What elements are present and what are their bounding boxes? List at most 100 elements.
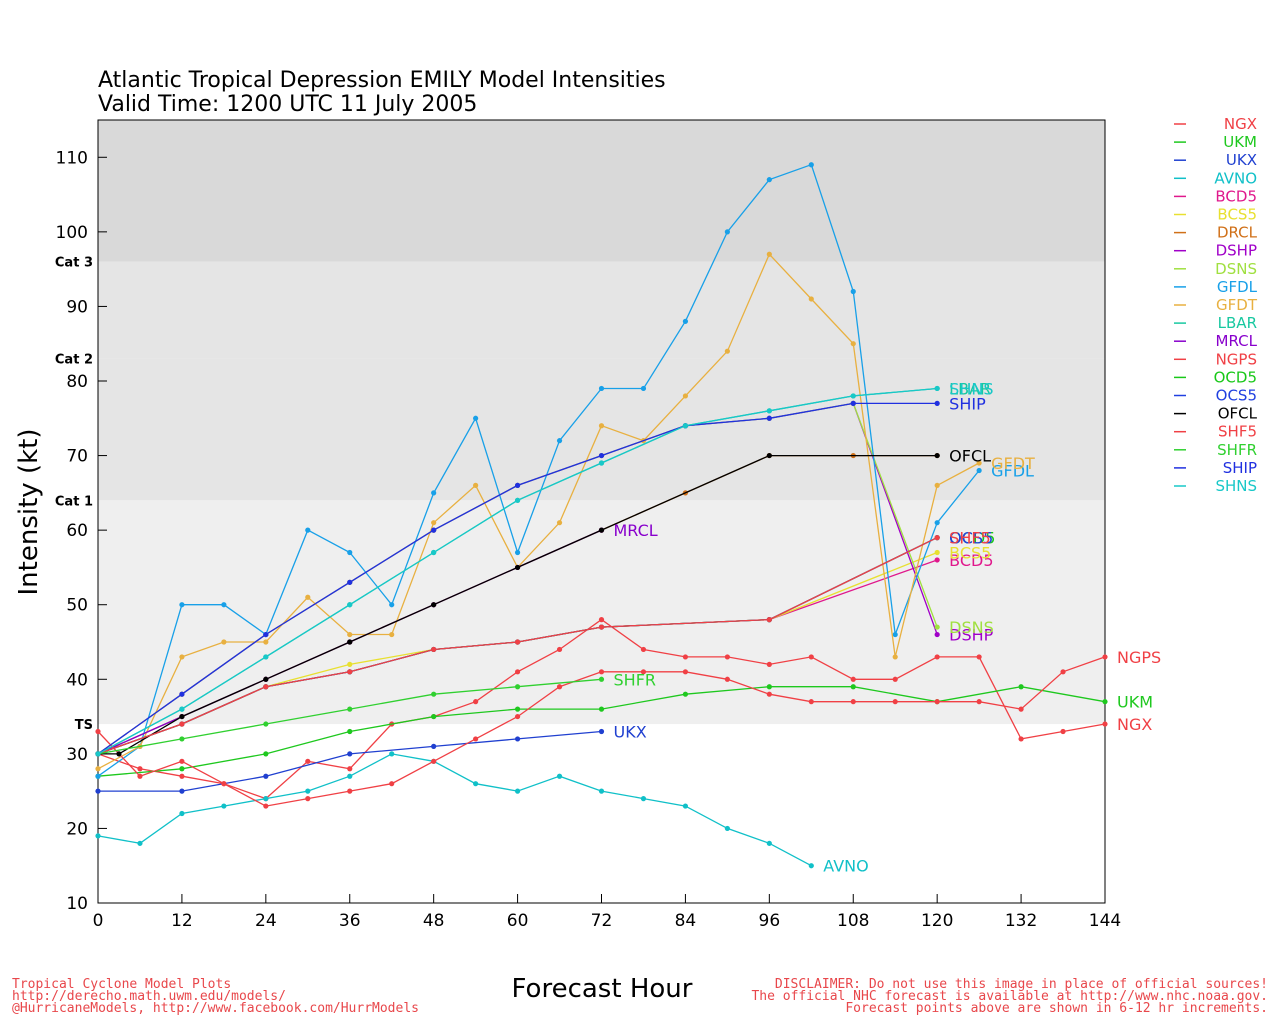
data-point-ukx [431,743,437,750]
data-point-ngx [976,654,982,660]
data-point-gfdl [598,385,605,392]
series-line-avno [97,753,812,867]
data-point-ukx [179,788,185,794]
data-point-ngps [514,713,521,720]
data-point-gfdl [682,318,689,324]
data-point-gfdl [766,177,772,183]
data-point-ngx [514,669,521,675]
chart-title: Atlantic Tropical Depression EMILY Model… [98,68,666,93]
data-point-shns [850,393,856,399]
legend-label-bcs5: BCS5 [1217,206,1257,224]
data-point-ngx [850,676,856,682]
data-point-gfdl [976,467,982,474]
data-point-gfdl [850,288,856,295]
band-1 [98,358,1105,501]
y-tick-label: 80 [66,372,88,392]
legend-label-avno: AVNO [1214,169,1257,187]
x-tick-label: 84 [675,911,697,931]
data-point-avno [808,863,814,869]
end-label-bcs5: BCS5 [949,544,991,563]
data-point-avno [556,773,563,779]
end-label-ofcl: OFCL [949,447,991,466]
data-point-shf5 [347,669,353,675]
data-point-dshp [934,631,940,638]
data-point-shf5 [431,646,437,653]
data-point-gfdt [892,654,898,660]
x-tick-label: 120 [921,911,953,931]
data-point-ngx [305,758,311,764]
legend-label-bcd5: BCD5 [1215,187,1257,205]
data-point-ofcl [263,676,269,682]
footer-left-line2: http://derecho.math.uwm.edu/models/ [12,989,286,1004]
legend-label-dsns: DSNS [1215,260,1257,278]
y-tick-label: 60 [66,521,88,541]
data-point-gfdt [724,348,730,354]
x-tick-label: 96 [759,911,781,931]
data-point-ngps [598,669,605,675]
data-point-ngx [1018,736,1024,742]
end-label-dshp: DSHP [949,626,994,645]
legend-label-ukm: UKM [1223,133,1257,151]
x-tick-label: 0 [93,911,104,931]
data-point-gfdt [473,482,479,488]
data-point-gfdt [556,520,563,526]
legend-label-ocs5: OCS5 [1216,387,1257,405]
data-point-ofcl [766,452,772,459]
data-point-ofcl [116,751,122,757]
band-label: Cat 2 [55,353,93,368]
data-point-gfdt [347,631,353,638]
legend-label-gfdt: GFDT [1216,296,1258,314]
x-tick-label: 24 [255,911,277,931]
data-point-ngps [640,669,647,675]
footer-right-line3: Forecast points above are shown in 6-12 … [845,1001,1268,1016]
data-point-ngx [766,661,772,667]
end-label-shf5: SHF5 [949,529,991,548]
data-point-ngx [934,654,940,660]
end-label-ukx: UKX [614,722,647,741]
data-point-ngps [221,781,227,787]
data-point-ngps [305,796,311,802]
data-point-ukm [1102,699,1108,705]
data-point-ofcl [347,639,353,645]
band-label: TS [75,718,93,733]
data-point-shf5 [179,721,185,727]
data-point-gfdl [892,631,898,638]
end-label-shns: SHNS [949,379,993,398]
data-point-gfdt [850,341,856,347]
data-point-ngx [808,654,814,660]
data-point-ngps [137,773,143,779]
data-point-ofcl [431,602,437,608]
data-point-ngps [347,788,353,794]
band-2 [98,261,1105,359]
x-tick-label: 48 [423,911,445,931]
end-label-bcd5: BCD5 [949,551,993,570]
data-point-avno [347,773,353,779]
y-tick-label: 20 [66,819,88,839]
data-point-ngx [179,773,185,779]
data-point-ngx [1060,728,1066,735]
legend-label-shns: SHNS [1215,477,1257,495]
data-point-ngps [976,699,982,705]
data-point-shfr [179,736,185,742]
data-point-ofcl [598,527,605,533]
data-point-ukm [347,728,353,735]
data-point-shns [514,497,521,503]
data-point-shf5 [514,639,521,645]
data-point-ngps [934,699,940,705]
data-point-ngps [682,669,689,675]
legend-label-shf5: SHF5 [1218,423,1257,441]
y-tick-label: 10 [66,894,88,914]
end-label-ocs5: OCS5 [949,529,993,548]
data-point-ukx [514,736,521,742]
data-point-gfdl [640,385,647,392]
data-point-avno [137,840,143,846]
data-point-ship [347,579,353,585]
data-point-gfdl [556,438,563,444]
data-point-ngps [850,699,856,705]
data-point-ngps [179,758,185,764]
data-point-shns [263,654,269,660]
legend-label-shfr: SHFR [1217,441,1257,459]
band-label: Cat 1 [55,494,93,509]
